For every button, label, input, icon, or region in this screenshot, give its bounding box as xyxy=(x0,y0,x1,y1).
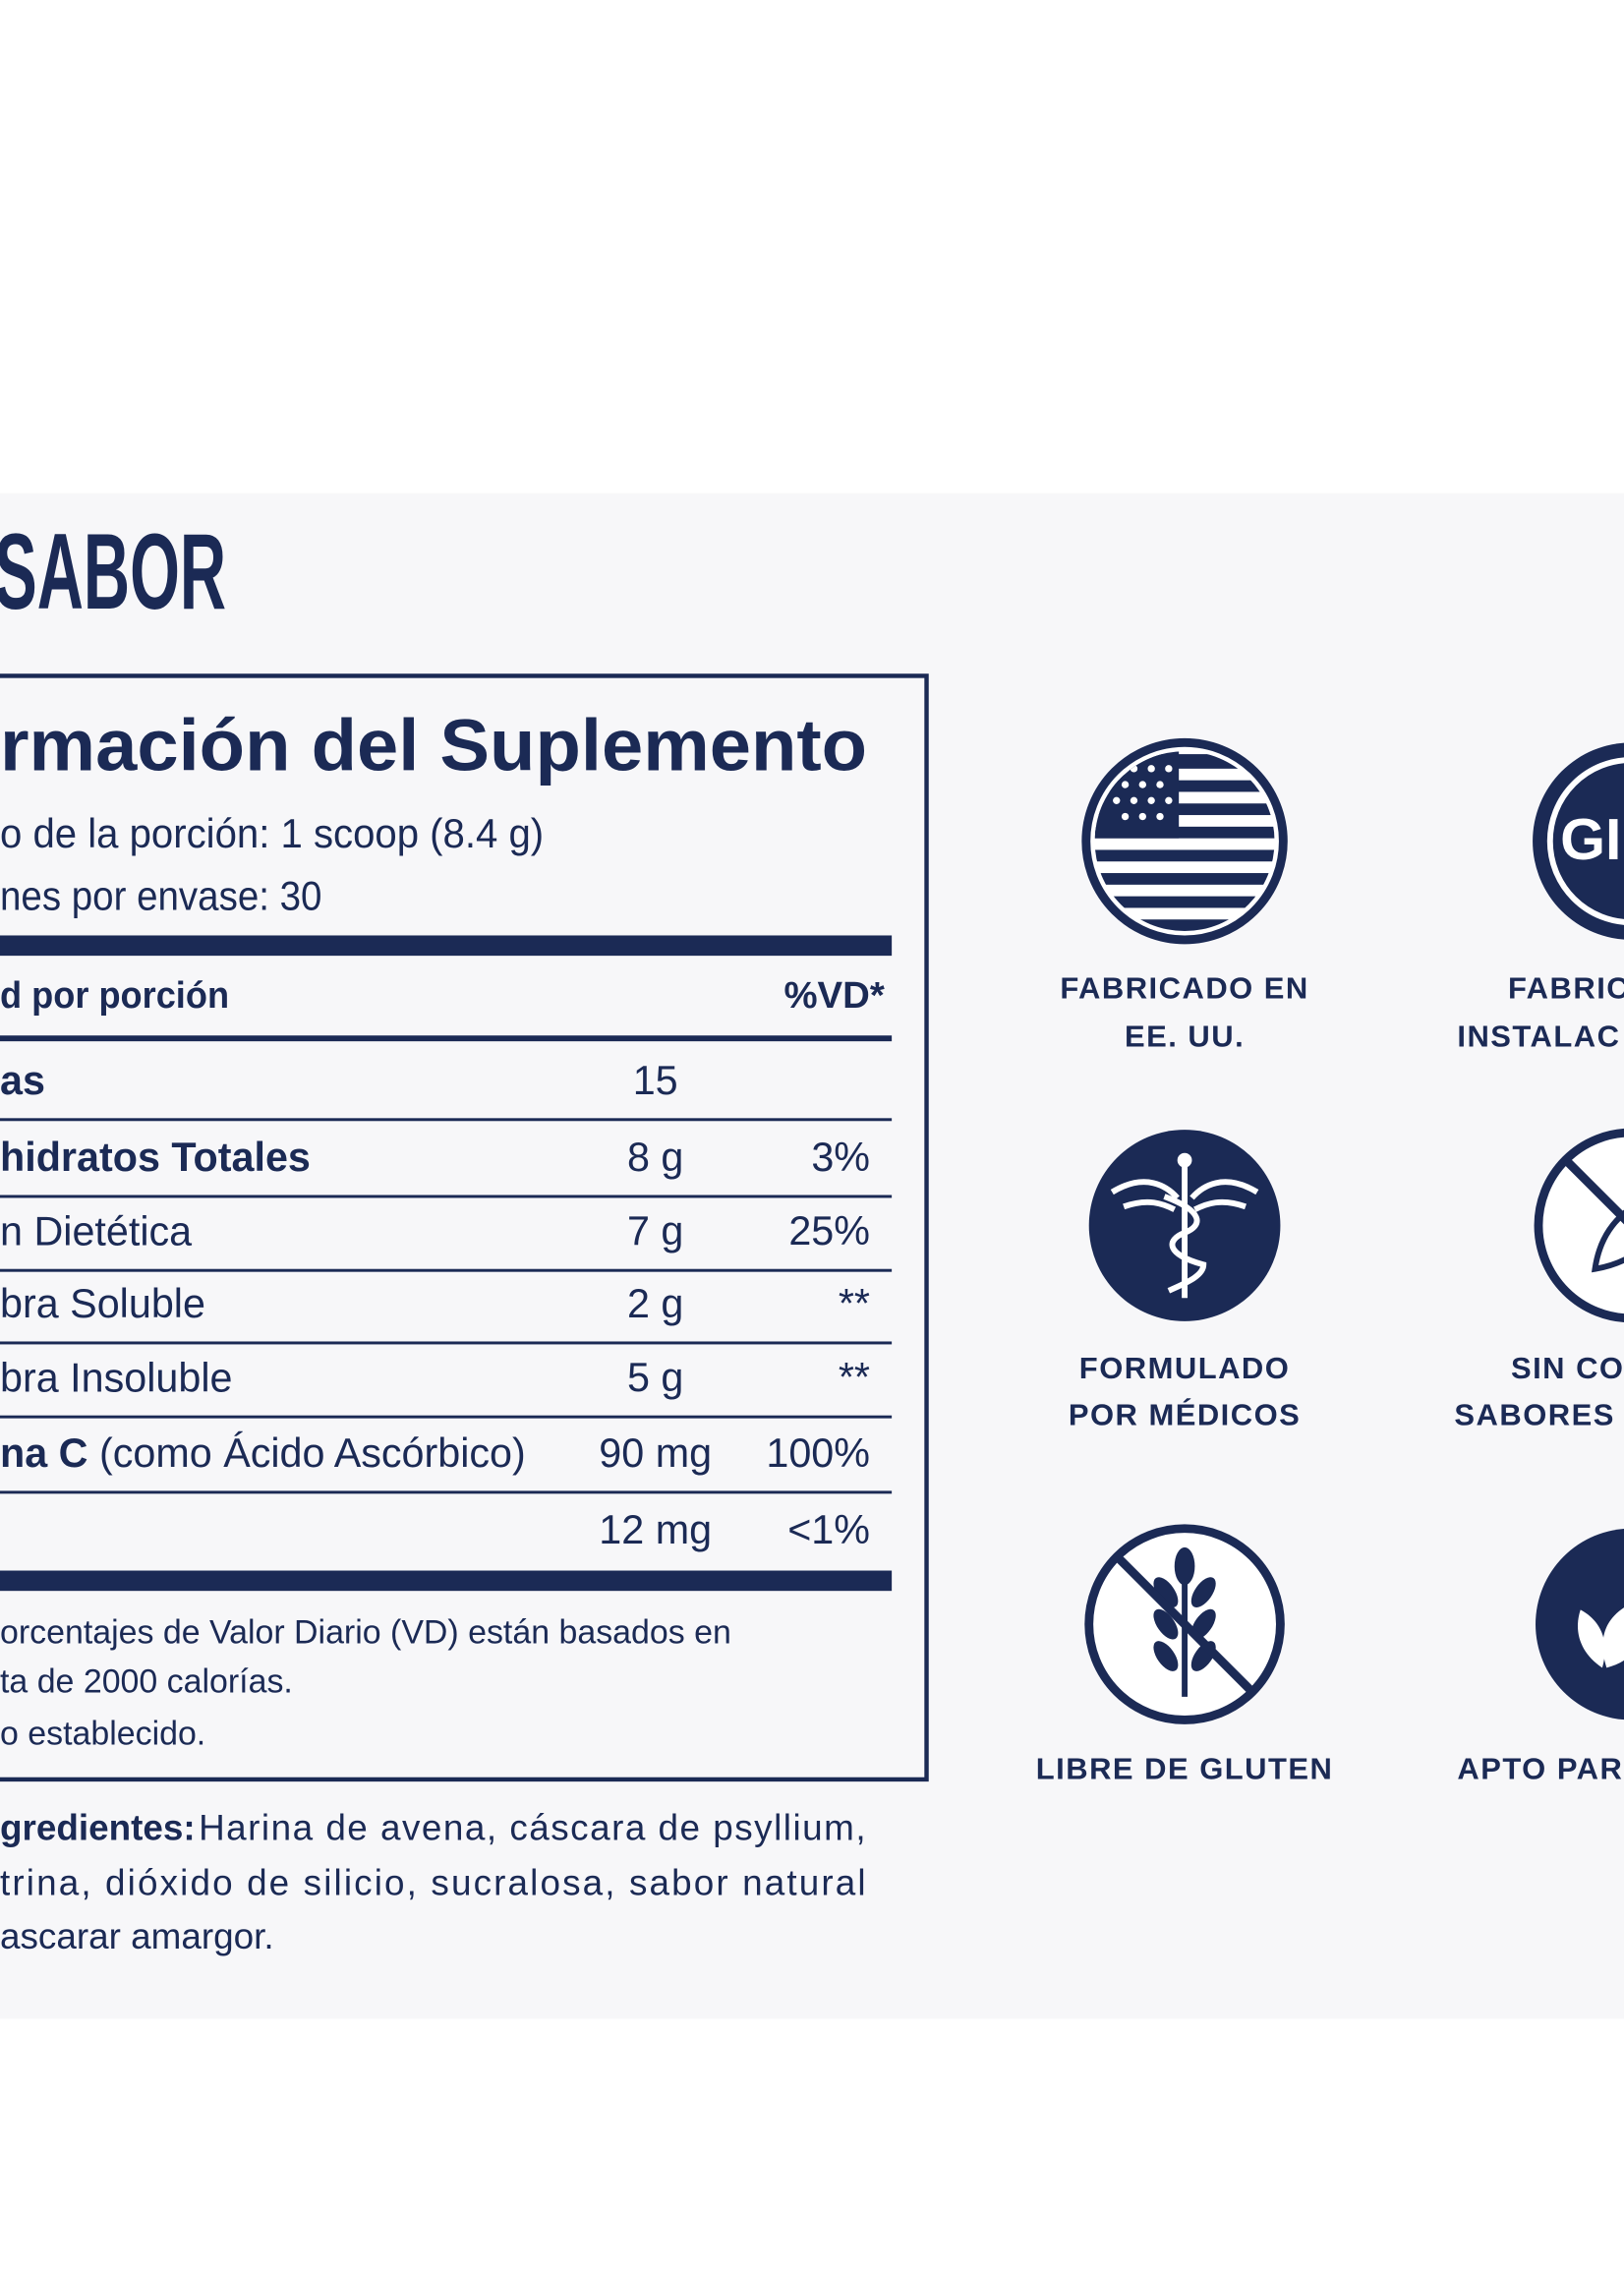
badge-label: POR MÉDICOS xyxy=(1069,1397,1301,1431)
ingredients-line: ascarar amargor. xyxy=(0,1916,274,1956)
row-rule xyxy=(0,1268,893,1272)
badge-label: EE. UU. xyxy=(1125,1019,1245,1053)
footnote: orcentajes de Valor Diario (VD) están ba… xyxy=(0,1613,731,1651)
gmp-icon: GI xyxy=(1533,742,1624,940)
row-name-text: n Dietética xyxy=(0,1208,192,1254)
row-rule xyxy=(0,1118,893,1122)
servings: nes por envase: 30 xyxy=(0,874,321,919)
row-dv: 25% xyxy=(788,1208,870,1254)
row-name: bra Soluble xyxy=(0,1281,205,1326)
facts-box xyxy=(0,673,929,1782)
serving-size: o de la porción: 1 scoop (8.4 g) xyxy=(0,811,544,856)
row-name-text: as xyxy=(0,1058,45,1103)
thick-rule xyxy=(0,1570,893,1592)
row-dv: 3% xyxy=(811,1135,870,1180)
caduceus-icon xyxy=(1088,1130,1281,1321)
flag-icon xyxy=(1081,737,1288,945)
row-amount: 5 g xyxy=(627,1355,683,1400)
badge-label: SIN CO xyxy=(1511,1351,1624,1385)
row-name-text: na C xyxy=(0,1430,88,1476)
rule xyxy=(0,1035,893,1042)
row-rule xyxy=(0,1415,893,1419)
badge-label: SABORES A xyxy=(1454,1397,1624,1431)
badge-label: FABRIC xyxy=(1508,971,1624,1006)
row-name: bra Insoluble xyxy=(0,1355,232,1400)
row-name: hidratos Totales xyxy=(0,1135,311,1180)
footnote: ta de 2000 calorías. xyxy=(0,1663,293,1701)
row-name-text: bra Insoluble xyxy=(0,1355,232,1400)
flavor-title: SABOR xyxy=(0,512,226,632)
row-name: n Dietética xyxy=(0,1208,192,1254)
row-note: (como Ácido Ascórbico) xyxy=(99,1430,526,1476)
row-name: as xyxy=(0,1058,45,1103)
row-name-text: bra Soluble xyxy=(0,1281,205,1326)
badge-label: LIBRE DE GLUTEN xyxy=(1036,1751,1334,1785)
facts-title: rmación del Suplemento xyxy=(0,705,867,787)
row-amount: 12 mg xyxy=(599,1507,712,1552)
gluten-free-icon xyxy=(1084,1524,1285,1724)
footnotes: orcentajes de Valor Diario (VD) están ba… xyxy=(0,1613,731,1752)
ingredients-line: Harina de avena, cáscara de psyllium, xyxy=(199,1807,866,1847)
row-name: na C (como Ácido Ascórbico) xyxy=(0,1430,526,1476)
row-name-text: hidratos Totales xyxy=(0,1135,311,1180)
badge-label: FABRICADO EN xyxy=(1060,971,1308,1006)
row-dv: <1% xyxy=(787,1507,870,1552)
footnote: o establecido. xyxy=(0,1716,205,1753)
vegan-icon xyxy=(1536,1529,1624,1720)
row-dv: 100% xyxy=(766,1430,870,1476)
row-amount: 7 g xyxy=(627,1208,683,1254)
column-right: %VD* xyxy=(783,974,884,1017)
badges: GI xyxy=(1036,737,1624,1785)
row-rule xyxy=(0,1341,893,1345)
row-rule xyxy=(0,1195,893,1198)
no-sugar-icon xyxy=(1534,1128,1624,1323)
row-dv: ** xyxy=(839,1281,870,1326)
gmp-text: GI xyxy=(1560,807,1621,872)
thick-rule xyxy=(0,935,893,957)
row-amount: 2 g xyxy=(627,1281,683,1326)
row-amount: 90 mg xyxy=(599,1430,712,1476)
ingredients: gredientes: Harina de avena, cáscara de p… xyxy=(0,1807,866,1956)
background-band xyxy=(0,493,1624,2019)
badge-label: FORMULADO xyxy=(1079,1351,1291,1385)
column-left: d por porción xyxy=(0,974,229,1017)
badge-label: INSTALAC xyxy=(1457,1019,1620,1053)
ingredients-line: trina, dióxido de silicio, sucralosa, sa… xyxy=(0,1862,866,1902)
badge-label: APTO PAR xyxy=(1457,1751,1623,1785)
row-amount: 15 xyxy=(633,1058,678,1103)
facts-rows: as 15 hidratos Totales 8 g 3% n Dietética 7 g 2… xyxy=(0,1058,893,1552)
row-amount: 8 g xyxy=(627,1135,683,1180)
ingredients-label: gredientes: xyxy=(0,1807,196,1847)
row-dv: ** xyxy=(839,1355,870,1400)
row-rule xyxy=(0,1490,893,1494)
